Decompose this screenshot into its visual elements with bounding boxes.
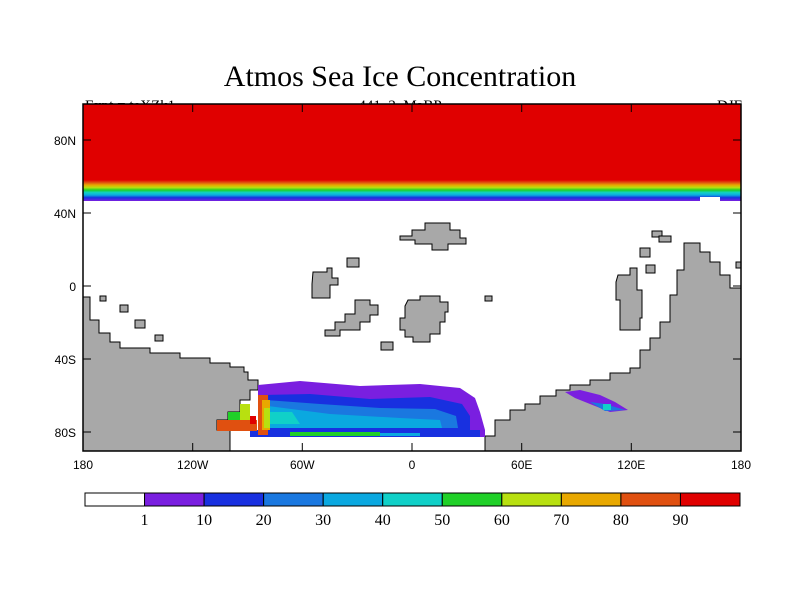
colorbar-box <box>441 492 503 507</box>
x-tick-60e: 60E <box>511 458 532 472</box>
colorbar-label: 30 <box>315 512 331 529</box>
colorbar-box <box>679 492 741 507</box>
y-tick-40n: 40N <box>54 207 76 221</box>
y-tick-80s: 80S <box>55 426 76 440</box>
colorbar-label: 20 <box>256 512 272 529</box>
y-tick-80n: 80N <box>54 134 76 148</box>
map-title: Atmos Sea Ice Concentration <box>223 60 577 93</box>
colorbar-label: 70 <box>553 512 569 529</box>
x-tick-180w: 180 <box>73 458 93 472</box>
x-axis-ticks <box>192 104 632 451</box>
x-tick-180e: 180 <box>731 458 751 472</box>
colorbar <box>84 492 741 507</box>
x-tick-0: 0 <box>409 458 416 472</box>
x-tick-120w: 120W <box>177 458 209 472</box>
y-tick-0: 0 <box>69 280 76 294</box>
y-tick-40s: 40S <box>55 353 76 367</box>
colorbar-label: 60 <box>494 512 510 529</box>
colorbar-label: 50 <box>434 512 450 529</box>
land-masses <box>83 222 741 451</box>
colorbar-labels: 1 10 20 30 40 50 60 70 80 90 <box>141 512 689 529</box>
arctic-ice-fill <box>83 104 741 184</box>
colorbar-box <box>501 492 562 507</box>
colorbar-box <box>263 492 324 507</box>
colorbar-box <box>203 492 265 507</box>
southern-sea-ice <box>217 381 628 437</box>
colorbar-label: 1 <box>141 512 149 529</box>
y-axis-ticks <box>83 139 741 433</box>
colorbar-box <box>84 492 146 507</box>
arctic-ice-edge <box>83 180 741 201</box>
map-plot-area <box>83 104 741 451</box>
x-tick-120e: 120E <box>617 458 645 472</box>
colorbar-box <box>560 492 622 507</box>
x-tick-60w: 60W <box>290 458 315 472</box>
colorbar-label: 10 <box>196 512 212 529</box>
colorbar-box <box>144 492 205 507</box>
colorbar-label: 40 <box>375 512 391 529</box>
colorbar-box <box>322 492 384 507</box>
colorbar-box <box>620 492 681 507</box>
colorbar-box <box>382 492 443 507</box>
colorbar-label: 90 <box>672 512 688 529</box>
colorbar-label: 80 <box>613 512 629 529</box>
